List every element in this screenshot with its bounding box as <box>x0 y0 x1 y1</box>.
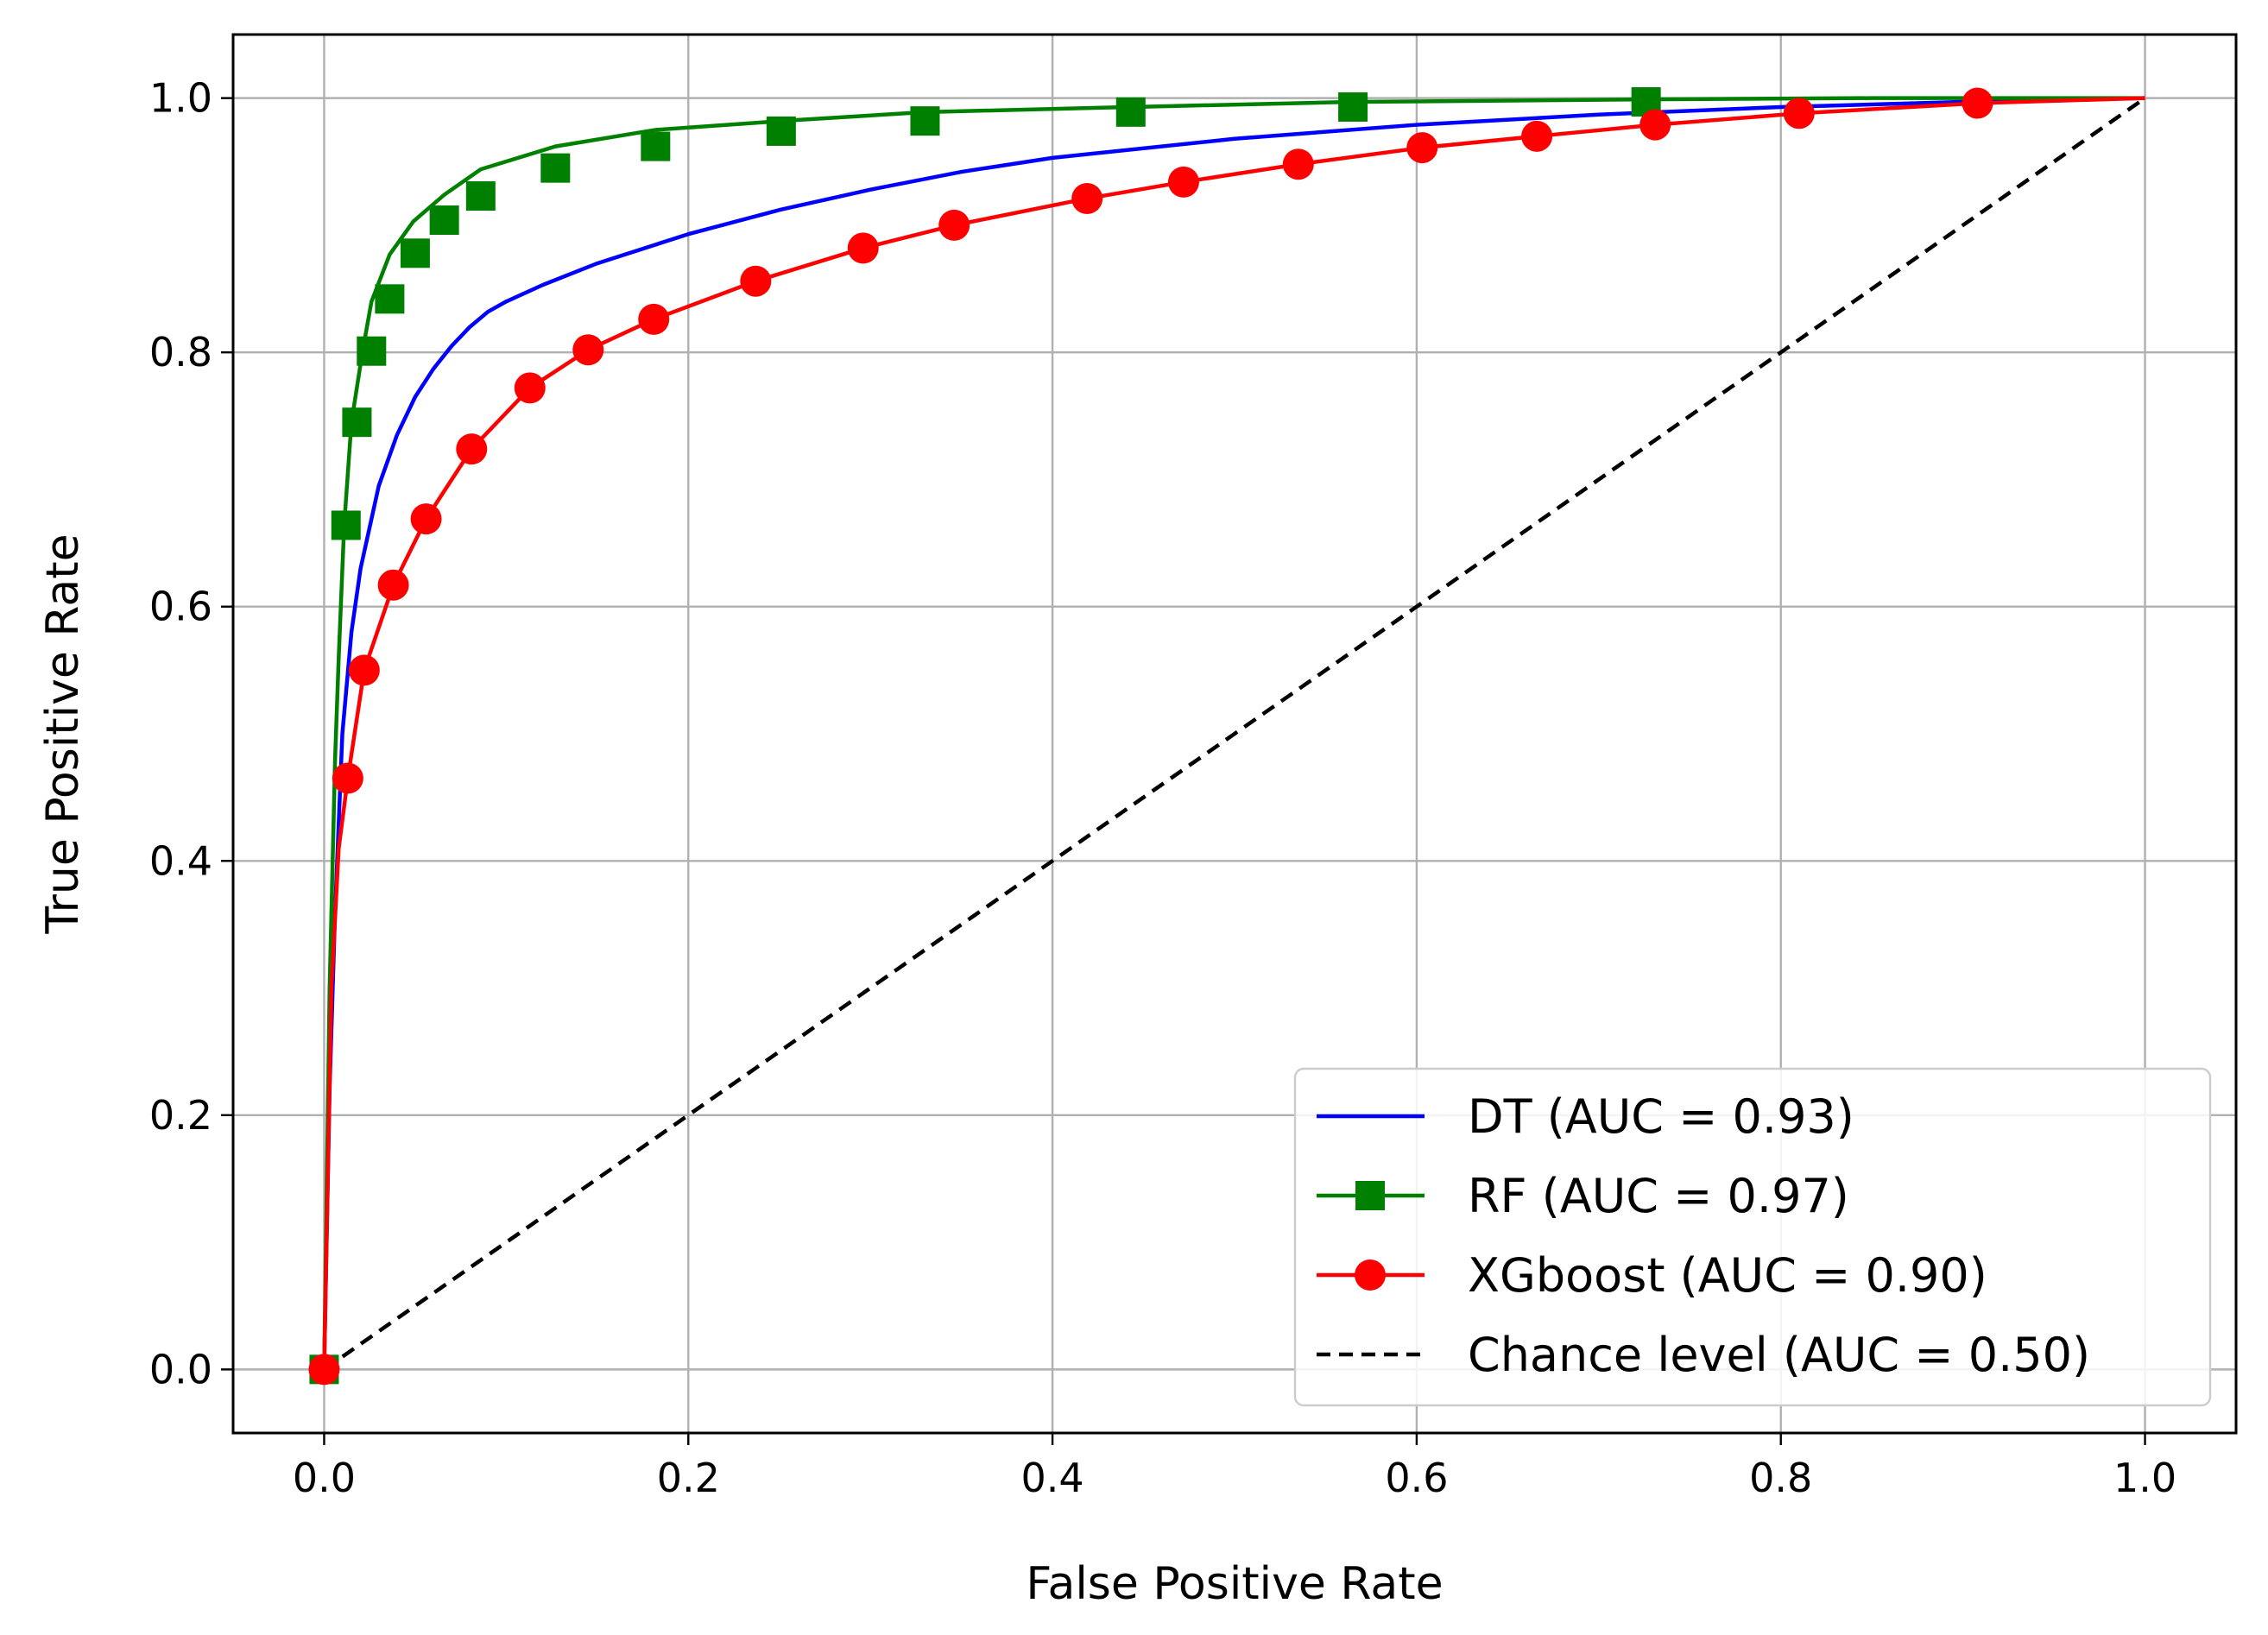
rf-marker <box>910 106 940 136</box>
xgboost-marker <box>456 433 488 465</box>
rf-marker <box>465 181 496 211</box>
rf-marker <box>1338 92 1368 122</box>
rf-marker <box>375 284 405 314</box>
xgboost-marker <box>572 334 604 366</box>
xgboost-marker <box>1639 109 1671 141</box>
xgboost-marker <box>1071 182 1103 214</box>
xgboost-marker <box>377 569 409 601</box>
x-tick-label: 0.0 <box>293 1455 356 1501</box>
xgboost-marker <box>1282 148 1314 180</box>
y-tick-label: 0.2 <box>149 1092 212 1139</box>
x-tick-label: 0.4 <box>1021 1455 1084 1501</box>
xgboost-marker <box>1783 98 1815 129</box>
xgboost-marker <box>348 654 380 686</box>
xgboost-marker <box>332 762 363 794</box>
legend-label: Chance level (AUC = 0.50) <box>1468 1328 2090 1382</box>
xgboost-marker <box>740 265 772 297</box>
y-tick-label: 0.6 <box>149 584 212 630</box>
legend-label: DT (AUC = 0.93) <box>1468 1089 1854 1144</box>
x-tick-label: 1.0 <box>2113 1455 2176 1501</box>
xgboost-marker <box>938 209 970 241</box>
xgboost-marker <box>1962 87 1993 119</box>
xgboost-marker <box>1521 120 1553 152</box>
rf-marker <box>400 238 430 268</box>
legend-label: XGboost (AUC = 0.90) <box>1468 1248 1987 1303</box>
rf-marker <box>766 116 796 146</box>
y-tick-label: 0.8 <box>149 329 212 376</box>
xgboost-marker <box>514 372 546 404</box>
y-tick-label: 1.0 <box>149 75 212 122</box>
axis-ticks: 0.0 0.2 0.4 0.6 0.8 1.0 0.0 0.2 0.4 0.6 0.8 1.0 <box>149 75 2176 1501</box>
chance-level-line <box>323 96 2146 1372</box>
rf-marker <box>357 336 387 366</box>
legend-marker <box>1355 1259 1386 1291</box>
xgboost-marker <box>410 503 442 535</box>
rf-marker <box>540 153 571 183</box>
y-tick-label: 0.4 <box>149 837 212 884</box>
rf-marker <box>429 205 459 236</box>
plot-frame <box>231 33 2238 1435</box>
rf-marker <box>1115 97 1146 127</box>
x-tick-label: 0.8 <box>1749 1455 1812 1501</box>
xgboost-marker <box>1167 166 1199 198</box>
xgboost-marker <box>638 303 670 335</box>
rf-marker <box>331 510 361 540</box>
x-tick-label: 0.2 <box>657 1455 720 1501</box>
xgboost-marker <box>847 232 879 264</box>
rf-marker <box>641 131 671 161</box>
rf-marker <box>342 407 372 438</box>
series-markers <box>308 87 1993 1386</box>
y-axis-label: True Positive Rate <box>37 533 89 934</box>
legend: DT (AUC = 0.93) RF (AUC = 0.97) XGboost (A… <box>1293 1067 2212 1407</box>
x-tick-label: 0.6 <box>1385 1455 1448 1501</box>
legend-frame <box>1293 1067 2212 1407</box>
grid <box>233 35 2236 1433</box>
x-axis-label: False Positive Rate <box>1026 1558 1443 1610</box>
legend-label: RF (AUC = 0.97) <box>1468 1169 1849 1223</box>
xgboost-marker <box>308 1354 340 1386</box>
legend-marker <box>1355 1181 1385 1210</box>
dt-line <box>322 96 2145 1370</box>
xgboost-marker <box>1406 132 1438 164</box>
y-tick-label: 0.0 <box>149 1346 212 1392</box>
rf-line <box>322 96 2145 1370</box>
